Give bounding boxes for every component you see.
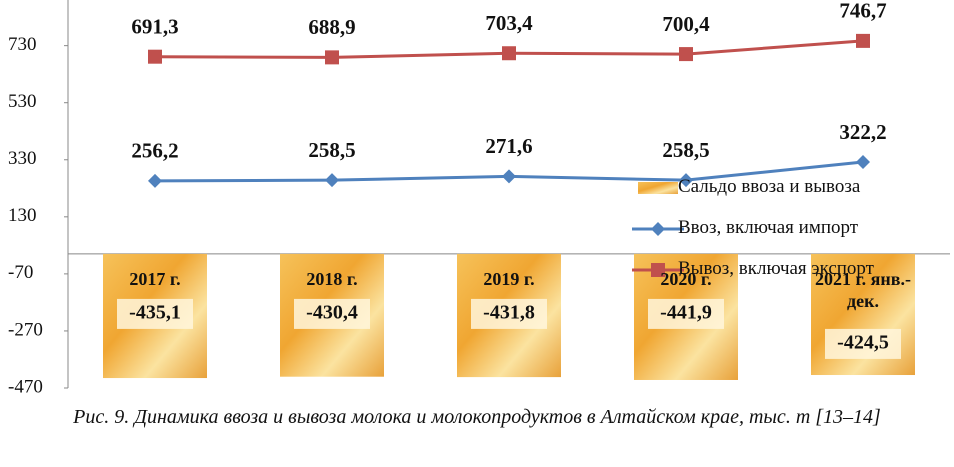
value-label-box [648,298,724,329]
value-label: 746,7 [839,0,886,23]
marker [651,222,665,236]
legend-label: Сальдо ввоза и вывоза [678,176,861,197]
y-tick-label: -70 [8,262,33,283]
legend-label: Вывоз, включая экспорт [678,258,874,279]
caption: Рис. 9. Динамика ввоза и вывоза молока и… [73,406,881,428]
marker [325,50,339,65]
y-tick-label: -470 [8,376,43,397]
value-label: 256,2 [131,139,178,163]
value-label-box [825,328,901,359]
category-label: 2020 г. [660,268,712,289]
marker [856,154,870,169]
value-label: 691,3 [131,15,178,39]
value-label: 271,6 [485,134,532,158]
category-label: 2021 г. янв.-дек. [815,268,911,311]
chart: -470 -270 -70 130 330 530 730 -435,1 -430,4 -431,… [8,0,950,397]
marker [679,47,693,62]
y-tick-label: 330 [8,148,37,169]
marker [148,49,162,64]
marker [502,46,516,61]
y-tick-label: 730 [8,34,37,55]
y-tick-label: -270 [8,319,43,340]
value-label: 322,2 [839,120,886,144]
marker [679,173,693,188]
value-label: -424,5 [837,332,889,354]
legend-swatch [638,182,678,194]
value-label: 703,4 [485,11,533,35]
marker [651,263,665,277]
value-label: 688,9 [308,15,355,39]
value-label-box [471,298,547,329]
value-label: -435,1 [129,302,181,324]
category-label: 2018 г. [306,268,358,289]
marker [325,173,339,188]
value-label-box [117,298,193,329]
value-label: 700,4 [662,12,710,36]
y-tick-label: 130 [8,205,37,226]
category-label: 2019 г. [483,268,535,289]
marker [856,33,870,48]
value-label-box [294,298,370,329]
value-label: -441,9 [660,302,712,324]
value-label: 258,5 [308,138,355,162]
y-tick-label: 530 [8,91,37,112]
value-label: 258,5 [662,138,709,162]
legend-label: Ввоз, включая импорт [678,217,859,238]
value-label: -430,4 [306,302,358,324]
marker [502,169,516,184]
marker [148,173,162,188]
value-label: -431,8 [483,302,535,324]
category-label: 2017 г. [129,268,181,289]
